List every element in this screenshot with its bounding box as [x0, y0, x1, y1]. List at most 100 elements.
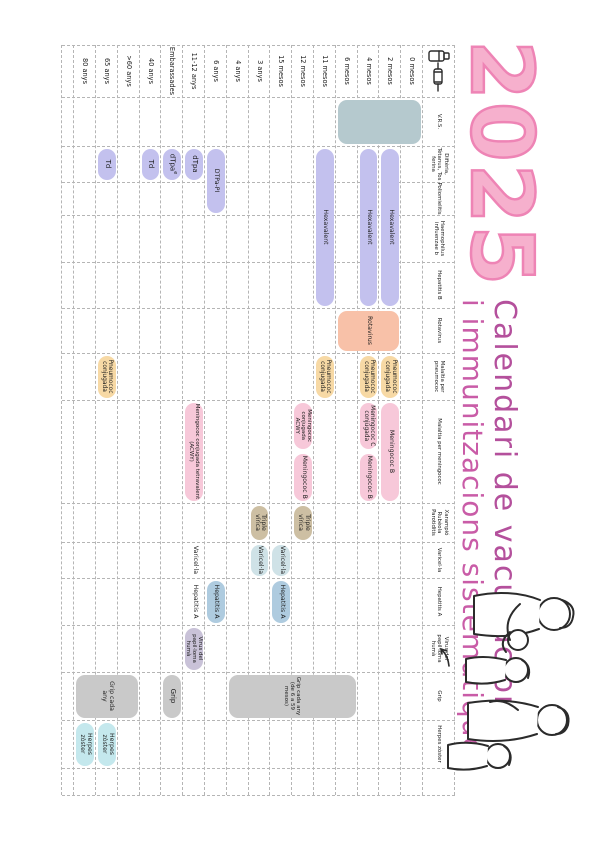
grid-line: [73, 45, 75, 795]
vaccine-bar-label: DTPa-PI: [213, 168, 221, 193]
vaccine-bar: Meningococ B: [381, 402, 400, 501]
grid-line: [62, 720, 455, 721]
vaccine-bar: Td: [141, 148, 160, 180]
age-row-label: 4 anys: [233, 60, 242, 82]
vaccine-bar: Pneumococ conjugada: [381, 355, 400, 398]
age-row-label: >60 anys: [124, 55, 133, 87]
age-row-label: 65 anys: [102, 57, 111, 85]
age-row-label: 15 mesos: [277, 55, 286, 87]
vaccine-bar: Meningococ B: [359, 454, 378, 501]
syringe-icon: [428, 50, 450, 92]
vaccine-bar-label: Meningococ conjugada ACWY: [294, 409, 313, 443]
vaccine-bar-label: Varicel·la: [256, 545, 264, 575]
vaccine-bar: Triple vírica: [294, 505, 312, 540]
vaccine-bar-label: Triple vírica: [297, 514, 311, 531]
vaccine-bar: Meningococ C conjugada: [359, 402, 378, 449]
vaccine-bar-label: Hexavalent: [387, 209, 395, 245]
grid-line: [62, 503, 455, 504]
grid-line: [61, 45, 62, 795]
title-year: 2025: [450, 39, 553, 289]
vaccine-bar: Grip cada any (de 6 a 59 mesos): [228, 674, 356, 718]
age-row-label: 11-12 anys: [190, 52, 199, 90]
grid-line: [225, 45, 227, 795]
vaccine-bar: [337, 99, 421, 144]
vaccine-bar: dTpa: [185, 148, 203, 180]
vaccine-bar-label: Hexavalent: [322, 209, 330, 245]
vaccine-column-header: Poliomielitis: [436, 182, 443, 215]
grid-line: [62, 97, 455, 98]
grid-line: [62, 795, 455, 796]
grid-line: [356, 45, 358, 795]
grid-line: [62, 578, 455, 579]
vaccine-bar-label: Hepatitis A: [191, 584, 199, 619]
vaccine-bar: Meningococ conjugada tetravalent (ACWY): [185, 402, 203, 501]
vaccine-bar-label: Meningococ B: [365, 455, 373, 499]
age-row-label: 6 anys: [211, 60, 220, 82]
grid-line: [62, 625, 455, 626]
age-row-label: 3 anys: [255, 60, 264, 82]
vaccine-bar-label: Grip: [169, 688, 178, 704]
vaccine-bar: Grip cada any: [76, 674, 138, 718]
vaccine-bar-label: Herpes zòster: [79, 733, 93, 755]
vaccine-bar: Rotavirus: [337, 310, 400, 351]
grid-line: [62, 353, 455, 354]
grid-line: [204, 45, 205, 795]
vaccine-bar: Varicel·la: [250, 544, 269, 576]
grid-line: [62, 400, 455, 401]
vaccine-bar-label: Herpes zòster: [100, 733, 115, 755]
vaccine-column-header: Rotavirus: [436, 317, 443, 344]
vaccine-bar-label: Varicel·la: [278, 545, 286, 575]
vaccine-bar: Td: [98, 148, 116, 180]
vaccine-bar-label: Hepatitis A: [213, 584, 221, 619]
vaccine-bar: Varicel·la: [272, 544, 291, 576]
vaccine-bar: Hepatitis A: [207, 580, 225, 623]
vaccine-bar: Herpes zòster: [76, 722, 94, 766]
vaccine-bar-label: Triple vírica: [253, 514, 268, 531]
vaccine-bar: dTpae: [163, 148, 182, 180]
vaccine-bar-label: Grip cada any: [100, 681, 115, 711]
vaccine-bar: DTPa-PI: [207, 148, 225, 213]
vaccine-bar-label: dTpae: [168, 153, 178, 175]
vaccine-bar-label: Pneumococ conjugada: [100, 359, 114, 394]
vaccine-bar: Pneumococ conjugada: [316, 355, 334, 398]
vaccine-bar: Triple vírica: [250, 505, 269, 540]
vaccine-bar-label: dTpa: [190, 155, 199, 173]
vaccine-bar-label: Virus del papil·loma humà: [185, 634, 204, 663]
grid-line: [62, 146, 455, 147]
vaccine-bar: Meningococ B: [294, 454, 312, 501]
vaccine-bar-label: Varicel·la: [191, 545, 199, 575]
vaccine-column-header: Diftèria, Tètanus, Tos ferina: [429, 147, 449, 181]
vaccine-cell-text: Varicel·la: [185, 545, 203, 576]
vaccine-column-header: Malaltia per meningococ: [436, 418, 443, 485]
vaccine-bar-label: Hepatitis A: [278, 584, 286, 619]
vaccine-bar: Herpes zòster: [98, 722, 116, 766]
vaccine-column-header: V.R.S.: [436, 113, 443, 130]
grid-line: [62, 672, 455, 673]
vaccine-bar: Hepatitis A: [272, 580, 291, 623]
age-row-label: 40 anys: [146, 57, 155, 85]
grid-line: [138, 45, 140, 795]
vaccine-bar-label: Pneumococ conjugada: [362, 359, 375, 394]
vaccine-bar-label: Meningococ B: [387, 429, 395, 474]
vaccine-bar-label: Td: [147, 159, 156, 169]
vaccine-column-header: Hepatitis B: [436, 270, 443, 300]
vaccine-bar: Hexavalent: [316, 148, 334, 306]
vaccine-bar: Virus del papil·loma humà: [185, 627, 204, 670]
age-row-label: 12 mesos: [299, 55, 308, 87]
vaccine-bar: Hexavalent: [381, 148, 400, 306]
grid-line: [378, 45, 380, 795]
vaccine-bar-label: Meningococ B: [300, 455, 308, 499]
age-row-label: 0 mesos: [408, 57, 417, 85]
age-row-label: 11 mesos: [320, 55, 329, 87]
vaccine-bar-label: Grip cada any (de 6 a 59 mesos): [283, 676, 302, 716]
vaccine-bar: Pneumococ conjugada: [98, 355, 116, 398]
vaccine-bar-label: Hexavalent: [365, 209, 373, 245]
vaccine-column-header: Haemophilus influenzae b: [433, 220, 446, 257]
vaccine-bar-label: Rotavirus: [365, 315, 373, 346]
vaccine-bar-label: Td: [103, 159, 112, 169]
family-illustration: [447, 591, 575, 771]
vaccine-cell-text: Hepatitis A: [185, 581, 203, 623]
grid-line: [62, 308, 455, 309]
